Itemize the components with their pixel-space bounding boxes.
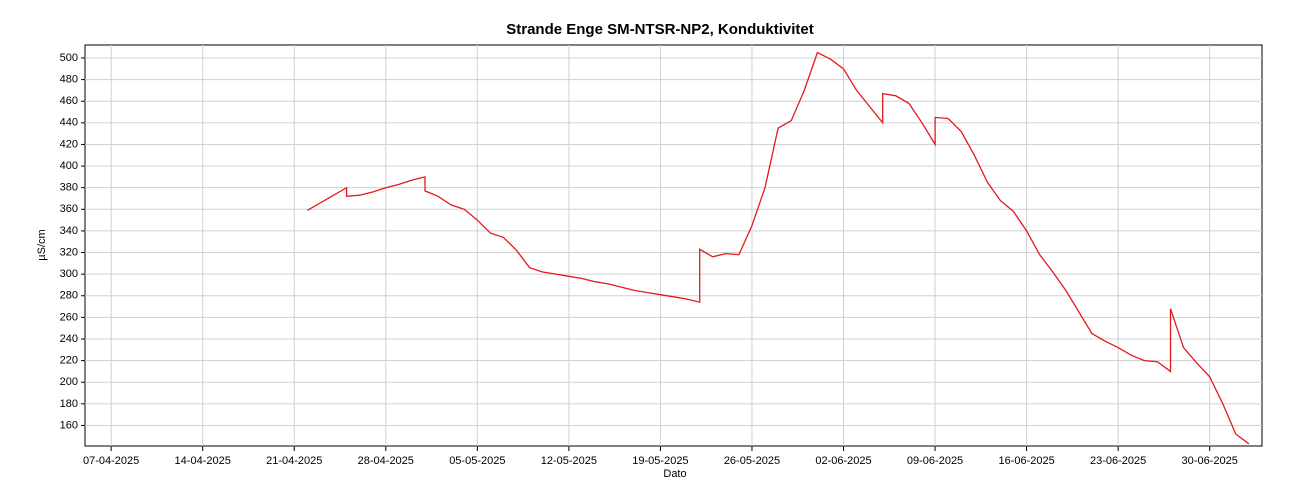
- y-tick-label: 240: [60, 333, 78, 345]
- x-tick-label: 21-04-2025: [266, 455, 322, 467]
- y-tick-label: 420: [60, 138, 78, 150]
- y-tick-label: 460: [60, 95, 78, 107]
- y-tick-label: 180: [60, 398, 78, 410]
- y-tick-label: 400: [60, 160, 78, 172]
- x-tick-label: 02-06-2025: [815, 455, 871, 467]
- y-tick-label: 220: [60, 355, 78, 367]
- y-tick-label: 480: [60, 73, 78, 85]
- x-tick-label: 12-05-2025: [541, 455, 597, 467]
- x-axis-label: Dato: [663, 468, 686, 480]
- x-tick-label: 14-04-2025: [175, 455, 231, 467]
- y-tick-label: 440: [60, 117, 78, 129]
- x-tick-label: 09-06-2025: [907, 455, 963, 467]
- y-tick-label: 300: [60, 268, 78, 280]
- x-tick-label: 30-06-2025: [1182, 455, 1238, 467]
- y-tick-label: 260: [60, 311, 78, 323]
- data-line: [306, 51, 1250, 445]
- x-tick-label: 19-05-2025: [632, 455, 688, 467]
- x-tick-label: 16-06-2025: [998, 455, 1054, 467]
- y-tick-label: 340: [60, 225, 78, 237]
- x-tick-label: 26-05-2025: [724, 455, 780, 467]
- y-axis-label: µS/cm: [36, 229, 48, 260]
- y-tick-label: 380: [60, 182, 78, 194]
- y-tick-label: 500: [60, 52, 78, 64]
- x-tick-label: 28-04-2025: [358, 455, 414, 467]
- y-tick-label: 320: [60, 246, 78, 258]
- y-tick-label: 200: [60, 376, 78, 388]
- x-tick-label: 07-04-2025: [83, 455, 139, 467]
- y-tick-label: 280: [60, 290, 78, 302]
- y-tick-label: 360: [60, 203, 78, 215]
- x-tick-label: 05-05-2025: [449, 455, 505, 467]
- chart-title: Strande Enge SM-NTSR-NP2, Konduktivitet: [506, 21, 814, 38]
- x-tick-label: 23-06-2025: [1090, 455, 1146, 467]
- y-tick-label: 160: [60, 419, 78, 431]
- plot-frame: [84, 44, 1263, 447]
